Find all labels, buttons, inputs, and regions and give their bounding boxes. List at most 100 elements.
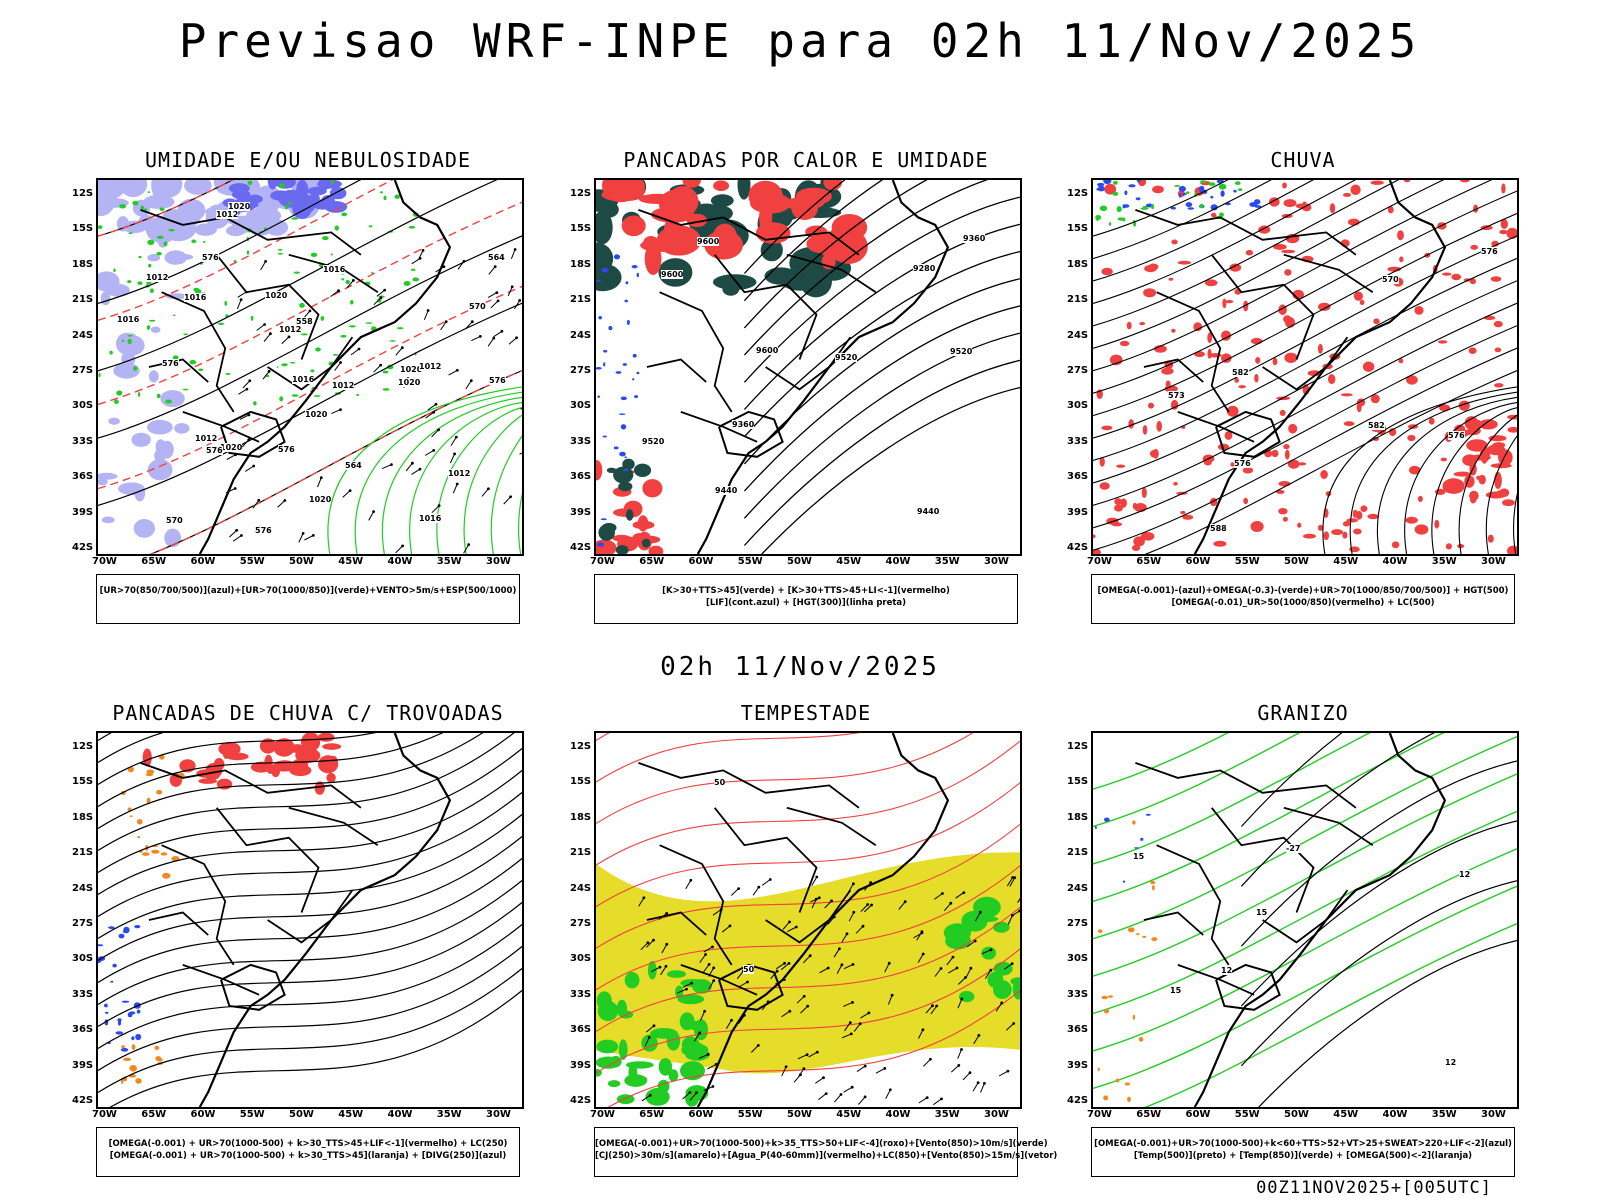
state-border — [765, 336, 852, 391]
shaded-cell — [1103, 1095, 1109, 1101]
shaded-cell — [154, 1045, 160, 1050]
wind-vector — [736, 970, 744, 980]
contour-line — [98, 733, 444, 807]
lat-tick-label: 39S — [1067, 1059, 1089, 1071]
lon-tick-label: 70W — [590, 1109, 615, 1120]
shaded-cell — [143, 194, 175, 209]
shaded-cell — [314, 781, 325, 795]
shaded-cell — [133, 519, 155, 538]
shaded-cell — [1273, 243, 1287, 250]
lon-tick-label: 45W — [836, 1109, 862, 1120]
lat-tick-label: 15S — [570, 776, 592, 788]
panel-title: TEMPESTADE — [740, 701, 872, 725]
map-frame — [96, 731, 524, 1109]
shaded-cell — [1171, 239, 1178, 245]
lat-tick-label: 24S — [570, 882, 592, 894]
contour-line — [1376, 396, 1517, 554]
legend-text: [UR>70(850/700/500)](azul)+[UR>70(1000/8… — [99, 586, 517, 596]
contour-label: 573 — [1168, 391, 1185, 400]
shaded-cell — [1434, 519, 1440, 529]
wind-vector — [331, 409, 341, 415]
wind-vector — [382, 464, 392, 470]
shaded-cell — [315, 347, 321, 352]
state-border — [1177, 964, 1255, 996]
shaded-cell — [1114, 504, 1123, 512]
shaded-cell — [615, 545, 629, 554]
shaded-cell — [1493, 320, 1503, 328]
shaded-cell — [134, 484, 146, 502]
shaded-cell — [137, 836, 141, 839]
contour-label: 576 — [1448, 431, 1465, 440]
lat-tick-label: 18S — [72, 811, 94, 823]
shaded-cell — [1177, 260, 1192, 265]
shaded-cell — [1279, 409, 1286, 416]
contour-line — [1093, 280, 1517, 484]
shaded-cell — [622, 458, 635, 470]
lat-tick-label: 21S — [72, 847, 94, 859]
wind-vector — [699, 954, 707, 963]
shaded-cell — [1318, 302, 1331, 311]
contour-line — [596, 864, 1020, 991]
wind-vector — [507, 286, 513, 297]
shaded-cell — [677, 994, 705, 1005]
shaded-cell — [1403, 180, 1411, 183]
shaded-cell — [98, 373, 101, 378]
wind-vector — [519, 452, 522, 455]
shaded-cell — [1199, 203, 1204, 209]
map-frame: 15 15 15 12 12 -27 12 — [1091, 731, 1519, 1109]
state-border — [638, 762, 860, 809]
shaded-cell — [601, 188, 644, 202]
shaded-cell — [993, 921, 1010, 933]
wind-vector — [395, 347, 403, 356]
shaded-cell — [1136, 933, 1140, 936]
wind-vector — [481, 488, 489, 497]
shaded-cell — [1283, 199, 1297, 208]
shaded-cell — [1499, 229, 1508, 235]
wind-vector — [810, 897, 820, 903]
lon-tick-label: 65W — [1136, 556, 1162, 567]
shaded-cell — [1124, 190, 1128, 196]
contour-label: 558 — [296, 317, 313, 326]
shaded-cell — [259, 738, 277, 754]
contour-line — [98, 945, 522, 1071]
shaded-cell — [300, 333, 308, 336]
shaded-cell — [307, 186, 327, 196]
state-border — [638, 209, 860, 256]
contour-line — [98, 791, 522, 917]
shaded-cell — [160, 852, 168, 856]
state-border — [267, 336, 354, 391]
shaded-cell — [250, 315, 254, 321]
shaded-cell — [1142, 425, 1148, 435]
shaded-cell — [127, 280, 132, 284]
state-border — [161, 844, 235, 966]
legend-box: [OMEGA(-0.001)-(azul)+OMEGA(-0.3)-(verde… — [1091, 574, 1515, 624]
shaded-cell — [694, 1019, 708, 1041]
main-title: Previsao WRF-INPE para 02h 11/Nov/2025 — [178, 14, 1422, 68]
contour-label: 15 — [1170, 986, 1182, 995]
contour-line — [743, 196, 1020, 383]
shaded-cell — [1099, 205, 1108, 212]
wind-vector — [411, 257, 421, 265]
legend-text: [LIF](cont.azul) + [HGT(300)](linha pret… — [705, 598, 907, 608]
map-panel-1: UMIDADE E/OU NEBULOSIDADE 1016 1012 1012 101… — [56, 148, 540, 632]
wind-vector — [887, 995, 893, 1005]
shaded-cell — [136, 819, 143, 825]
contour-label: 1012 — [332, 381, 355, 390]
shaded-cell — [148, 263, 152, 268]
wind-vector — [298, 533, 304, 543]
contour-label: 576 — [1234, 459, 1251, 468]
shaded-cell — [633, 463, 652, 477]
wind-vector — [930, 1005, 938, 1015]
wind-vector — [957, 977, 966, 985]
wind-vector — [781, 1010, 791, 1018]
shaded-cell — [1342, 521, 1350, 527]
shaded-cell — [831, 214, 868, 241]
state-border — [786, 806, 877, 846]
shaded-cell — [1362, 361, 1375, 372]
contour-line — [1093, 180, 1357, 304]
shaded-cell — [277, 252, 283, 255]
shaded-cell — [279, 396, 284, 402]
wind-vector — [237, 291, 247, 298]
state-border — [659, 844, 733, 966]
shaded-cell — [348, 325, 356, 328]
